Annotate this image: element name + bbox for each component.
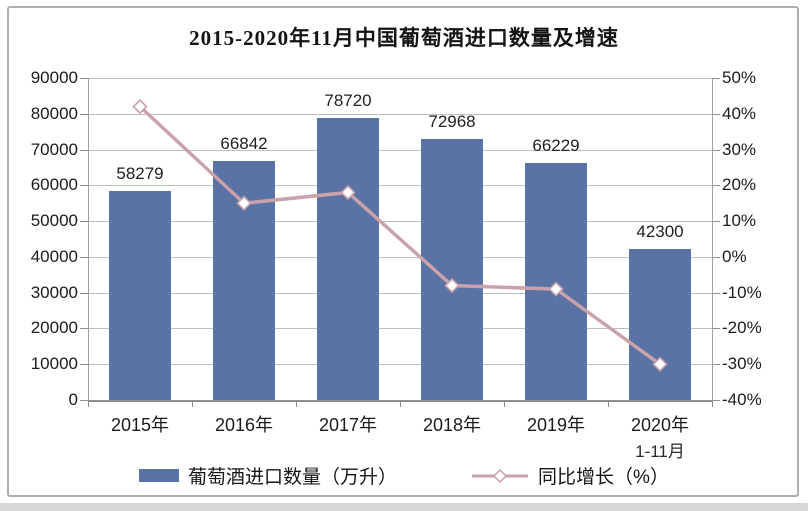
- x-axis-tick-label: 2018年: [422, 415, 482, 435]
- import-quantity-bar: [629, 248, 691, 400]
- y-axis-right-tick-label: -20%: [722, 318, 762, 338]
- bar-value-label: 66229: [532, 136, 580, 156]
- gridline: [88, 328, 712, 330]
- import-quantity-bar: [525, 163, 587, 400]
- gridline: [88, 78, 712, 79]
- gridline: [88, 185, 712, 187]
- right-axis-line: [712, 78, 713, 400]
- import-quantity-bar: [109, 191, 171, 400]
- x-axis-tick: [712, 400, 713, 407]
- gridline: [88, 364, 712, 366]
- legend-item-growth-rate: 同比增长（%）: [471, 462, 669, 489]
- x-axis-tick-label: 2016年: [214, 415, 274, 435]
- left-axis-tick: [80, 78, 88, 79]
- left-axis-tick: [80, 292, 88, 294]
- right-axis-tick: [712, 113, 720, 115]
- y-axis-left-tick-label: 50000: [30, 211, 78, 231]
- x-axis-tick: [504, 400, 505, 407]
- x-axis-tick: [400, 400, 401, 407]
- y-axis-right-tick-label: 0%: [722, 246, 747, 266]
- import-quantity-bar: [421, 138, 483, 400]
- x-axis-tick: [88, 400, 89, 407]
- right-axis-tick: [712, 400, 720, 401]
- x-axis-tick-label: 2019年: [526, 415, 586, 435]
- gridline: [88, 256, 712, 258]
- right-axis-tick: [712, 78, 720, 79]
- y-axis-right-tick-label: 50%: [722, 68, 757, 87]
- x-axis-tick-label: 2015年: [110, 415, 170, 435]
- y-axis-right-tick-label: 20%: [722, 175, 757, 195]
- gridline: [88, 292, 712, 294]
- y-axis-left-tick-label: 80000: [30, 103, 78, 123]
- x-axis-tick: [296, 400, 297, 407]
- y-axis-right-tick-label: -40%: [722, 390, 762, 409]
- y-axis-left-tick-label: 90000: [30, 68, 78, 87]
- left-axis-tick: [80, 328, 88, 330]
- left-axis-tick: [80, 113, 88, 115]
- right-axis-tick: [712, 292, 720, 294]
- right-axis-tick: [712, 149, 720, 151]
- page-bottom-strip: [0, 503, 808, 511]
- legend-bar-label: 葡萄酒进口数量（万升）: [188, 467, 398, 488]
- y-axis-left-tick-label: 30000: [30, 282, 78, 302]
- legend-line-label: 同比增长（%）: [538, 467, 669, 488]
- left-axis-tick: [80, 256, 88, 258]
- right-axis-tick: [712, 185, 720, 187]
- bar-series-swatch: [139, 469, 180, 482]
- y-axis-right-tick-label: -10%: [722, 282, 762, 302]
- y-axis-left-tick-label: 20000: [30, 318, 78, 338]
- y-axis-left-tick-label: 0: [68, 390, 78, 409]
- y-axis-right-tick-label: 10%: [722, 211, 757, 231]
- bar-value-label: 42300: [636, 221, 684, 241]
- left-axis-tick: [80, 149, 88, 151]
- right-axis-tick: [712, 328, 720, 330]
- bar-value-label: 66842: [220, 133, 268, 153]
- gridline: [88, 149, 712, 151]
- left-axis-line: [88, 78, 89, 400]
- y-axis-left-tick-label: 40000: [30, 246, 78, 266]
- bar-value-label: 58279: [116, 164, 164, 184]
- x-axis-tick-label: 2020年: [630, 415, 690, 435]
- line-series-swatch: [472, 468, 529, 483]
- y-axis-right-tick-label: -30%: [722, 354, 762, 374]
- left-axis-tick: [80, 185, 88, 187]
- bar-value-label: 78720: [324, 91, 372, 111]
- right-axis-tick: [712, 364, 720, 366]
- x-axis-tick: [608, 400, 609, 407]
- right-axis-tick: [712, 256, 720, 258]
- y-axis-left-tick-label: 60000: [30, 175, 78, 195]
- bar-value-label: 72968: [428, 111, 476, 131]
- x-axis-tick-label: 2017年: [318, 415, 378, 435]
- x-axis-tick-sublabel: 1-11月: [635, 442, 685, 461]
- x-axis-tick: [192, 400, 193, 407]
- y-axis-right-tick-label: 40%: [722, 103, 757, 123]
- chart-title: 2015-2020年11月中国葡萄酒进口数量及增速: [189, 26, 619, 50]
- legend-item-import-quantity: 葡萄酒进口数量（万升）: [139, 462, 397, 489]
- import-quantity-bar: [317, 118, 379, 400]
- left-axis-tick: [80, 221, 88, 223]
- left-axis-tick: [80, 364, 88, 366]
- right-axis-tick: [712, 221, 720, 223]
- y-axis-left-tick-label: 70000: [30, 139, 78, 159]
- y-axis-right-tick-label: 30%: [722, 139, 757, 159]
- y-axis-left-tick-label: 10000: [30, 354, 78, 374]
- import-quantity-bar: [213, 160, 275, 400]
- legend: 葡萄酒进口数量（万升） 同比增长（%）: [0, 462, 808, 489]
- left-axis-tick: [80, 400, 88, 401]
